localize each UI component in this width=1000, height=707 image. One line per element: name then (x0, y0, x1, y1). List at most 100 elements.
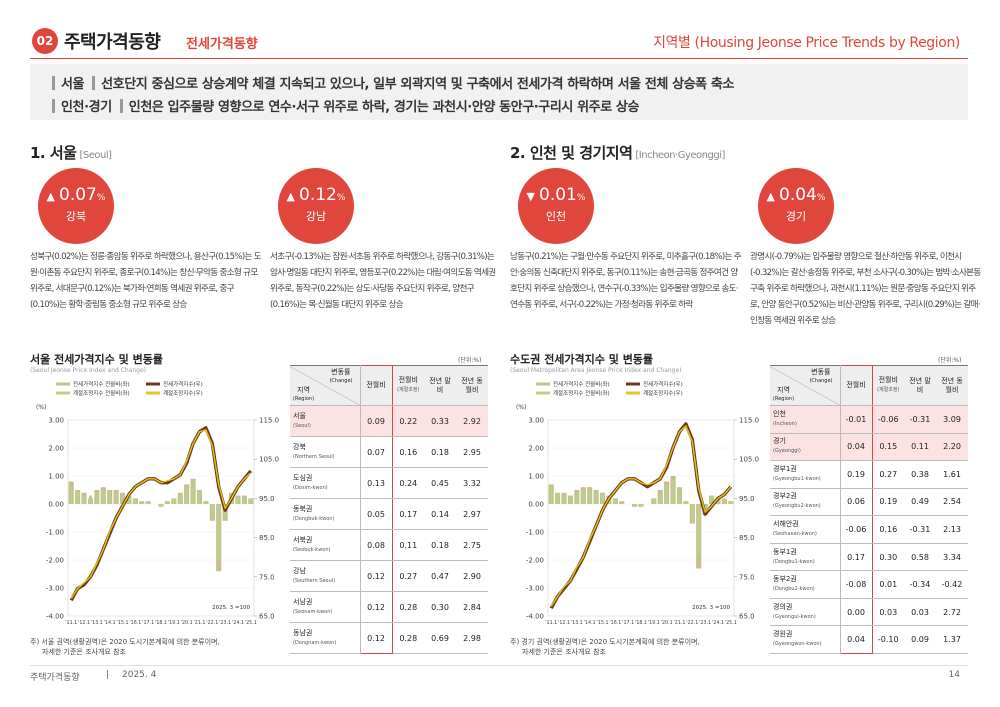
x-tick-label: '21.1 (673, 620, 685, 626)
region-name: 경의권 (773, 602, 793, 611)
region-cell: 서해안권 (Seohaean-kwon) (770, 515, 841, 544)
bar (204, 501, 208, 504)
value-cell: 0.19 (872, 488, 904, 517)
bar (613, 498, 617, 504)
badge-unit: % (576, 193, 586, 203)
bar (556, 492, 560, 504)
value-cell: 2.98 (456, 622, 488, 654)
y-tick-label: -4.00 (526, 613, 544, 621)
value-cell: -0.06 (839, 515, 873, 544)
column-label: 전월비 (878, 376, 898, 384)
footnote: 자세한 기준은 조사개요 참조 (42, 648, 126, 656)
badge-value-line: ▼ 0.01% (518, 185, 594, 205)
footer-left: 주택가격동향 (30, 673, 80, 683)
y2-tick-label: 75.0 (259, 573, 275, 581)
badge-value-line: ▲ 0.12% (278, 185, 354, 205)
x-tick-label: '18.1 (635, 620, 647, 626)
data-table: 변동률 (Change) 지역 (Region) 전월비 전월비 (계절조정) 전년 말비 전년… (770, 365, 968, 654)
change-badge: ▲ 0.12% 강남 (278, 168, 354, 244)
x-tick-label: '17.1 (622, 620, 634, 626)
plot-frame (547, 419, 735, 617)
table-row: 강남 (Southern Seoul) 0.12 0.27 0.47 2.90 (290, 560, 488, 592)
y-tick-label: -1.00 (526, 529, 544, 537)
region-name: 경부1권 (773, 464, 797, 473)
value-cell: 0.38 (904, 460, 936, 489)
region-cell: 경기 (Gyeonggi) (770, 433, 841, 462)
header-region-en: (Region) (773, 395, 795, 402)
header-region-en: (Region) (293, 395, 315, 402)
region-name-en: (Incheon) (773, 420, 797, 427)
x-tick-label: '15.1 (597, 620, 609, 626)
table-row: 인천 (Incheon) -0.01 -0.06 -0.31 3.09 (770, 405, 968, 434)
value-cell: 2.72 (936, 598, 968, 627)
region-name-en: (Seonam-kwon) (293, 608, 333, 615)
region-cell: 도심권 (Dosim-kwon) (290, 467, 361, 499)
region-name: 동부2권 (773, 575, 797, 584)
section-number: 02 (32, 28, 58, 54)
bar (108, 490, 112, 504)
bar (729, 501, 733, 504)
column-header: 전년 동월비 (456, 365, 488, 406)
page-number: 14 (948, 670, 960, 680)
bar (249, 498, 253, 504)
x-tick-label: '12.1 (558, 620, 570, 626)
legend-swatch (536, 382, 550, 386)
region-name: 서남권 (293, 597, 313, 606)
region-name-en: (Southern Seoul) (293, 577, 336, 584)
x-tick-label: '23.1 (219, 620, 231, 626)
region-name-en: (Gyeongui-kwon) (773, 613, 816, 620)
value-cell: 0.05 (359, 498, 393, 530)
value-cell: -0.01 (839, 405, 873, 434)
column-label: 전년 말비 (909, 376, 931, 394)
header-change-en: (Change) (329, 377, 353, 384)
legend-swatch (626, 391, 640, 395)
y-tick-label: -2.00 (46, 557, 64, 565)
region-cell: 동북권 (Dongbuk-kwon) (290, 498, 361, 530)
badge-arrow: ▲ (46, 190, 56, 203)
badge-value-line: ▲ 0.07% (38, 185, 114, 205)
badge-arrow: ▲ (766, 190, 776, 203)
value-cell: 0.04 (839, 625, 873, 654)
value-cell: 0.33 (424, 405, 456, 437)
value-cell: 3.34 (936, 543, 968, 572)
chart-title: 수도권 전세가격지수 및 변동률 (510, 353, 654, 366)
bar (678, 490, 681, 504)
bar (652, 498, 656, 504)
y-tick-label: 2.00 (528, 445, 544, 453)
bar (588, 490, 592, 504)
column-header: 전년 말비 (424, 365, 456, 406)
bar (236, 495, 240, 504)
x-tick-label: '22.1 (206, 620, 218, 626)
value-cell: 0.01 (872, 570, 904, 599)
page-title: 주택가격동향 (64, 32, 161, 53)
bar (665, 484, 669, 504)
value-cell: 0.08 (359, 529, 393, 561)
header-region: 지역 (297, 385, 310, 394)
bar (210, 504, 214, 518)
column-label: 전년 동월비 (941, 376, 963, 394)
x-tick-label: '24.1 (712, 620, 724, 626)
y-tick-label: -3.00 (526, 585, 544, 593)
x-tick-label: '16.1 (609, 620, 621, 626)
x-tick-label: '12.1 (78, 620, 90, 626)
chart: 전세가격지수 전월비(좌)계절조정지수 전월비(좌) 전세가격지수(우)계절조정지… (36, 380, 279, 626)
axis-label: (%) (516, 404, 526, 411)
base-note: 2025. 3 =100 (692, 605, 730, 611)
region-paragraph: 광명시(-0.79%)는 입주물량 영향으로 철산·하안동 위주로, 이천시(-… (750, 252, 981, 326)
table-row: 경부2권 (Gyeongbu2-kwon) 0.06 0.19 0.49 2.54 (770, 488, 968, 517)
bar (671, 478, 675, 504)
header-change-en: (Change) (809, 377, 833, 384)
value-cell: 0.04 (839, 433, 873, 462)
legend-label: 계절조정지수(우) (643, 389, 683, 397)
column-header: 전월비 (839, 365, 873, 406)
bar (164, 501, 170, 504)
value-cell: 0.14 (424, 498, 456, 530)
table-row: 동부1권 (Dongbu1-kwon) 0.17 0.30 0.58 3.34 (770, 543, 968, 572)
table-row: 강북 (Northern Seoul) 0.07 0.16 0.18 2.95 (290, 436, 488, 468)
value-cell: 0.09 (359, 405, 393, 437)
value-cell: 0.47 (424, 560, 456, 592)
change-badge: ▲ 0.04% 경기 (758, 168, 834, 244)
x-tick-label: '25.1 (245, 620, 257, 626)
chart-subtitle: (Seoul Metropolitan Area Jeonse Price In… (510, 367, 682, 374)
value-cell: 3.09 (936, 405, 968, 434)
